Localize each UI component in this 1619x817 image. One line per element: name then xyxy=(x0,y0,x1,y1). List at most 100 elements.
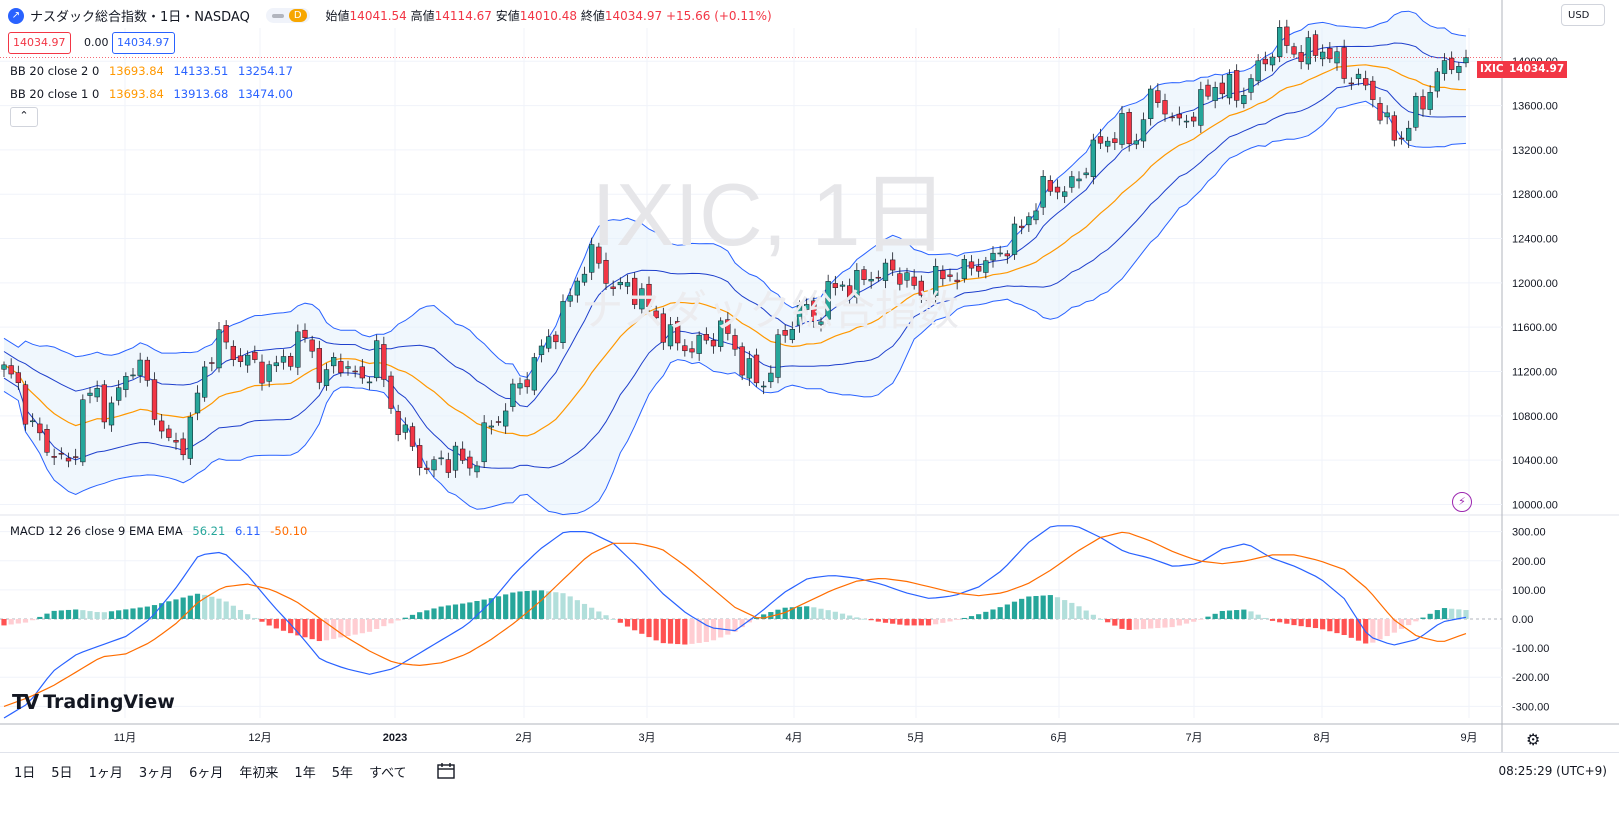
macd-histogram-bar xyxy=(1019,598,1025,619)
open-value: 14041.54 xyxy=(349,9,407,23)
range-button-1[interactable]: 5日 xyxy=(51,765,73,781)
range-button-7[interactable]: 5年 xyxy=(331,765,353,781)
macd-histogram-bar xyxy=(904,619,910,626)
macd-histogram-bar xyxy=(94,612,100,619)
range-button-4[interactable]: 6ヶ月 xyxy=(189,765,224,781)
candle-body xyxy=(538,345,545,355)
candle-body xyxy=(1262,58,1268,65)
high-value: 14114.67 xyxy=(434,9,492,23)
candle-body xyxy=(1205,84,1211,97)
symbol-logo-icon: ↗ xyxy=(8,7,24,24)
candle-body xyxy=(847,285,853,298)
candle-body xyxy=(352,370,358,373)
gear-icon[interactable]: ⚙ xyxy=(1526,730,1541,749)
currency-select[interactable]: USD xyxy=(1561,4,1605,26)
candle-body xyxy=(617,281,623,286)
candle-body xyxy=(768,372,774,383)
range-button-6[interactable]: 1年 xyxy=(294,765,316,781)
macd-histogram-bar xyxy=(216,598,222,619)
candle-body xyxy=(875,276,881,279)
macd-histogram-bar xyxy=(531,590,537,619)
range-button-5[interactable]: 年初来 xyxy=(239,765,279,781)
macd-histogram-bar xyxy=(875,619,881,622)
candle-body xyxy=(517,383,523,389)
symbol-title[interactable]: ナスダック総合指数・1日・NASDAQ xyxy=(30,10,250,25)
candle-body xyxy=(266,364,272,382)
macd-line xyxy=(3,525,1467,719)
price-tick-label: 10800.00 xyxy=(1512,411,1558,423)
macd-histogram-bar xyxy=(173,599,179,619)
macd-histogram-bar xyxy=(1033,596,1039,619)
candle-body xyxy=(1126,112,1132,145)
macd-histogram-bar xyxy=(976,614,982,619)
candle-body xyxy=(1305,37,1311,65)
candle-body xyxy=(309,339,315,352)
macd-histogram-bar xyxy=(1413,619,1419,622)
candle-body xyxy=(1255,60,1261,82)
macd-histogram-bar xyxy=(1219,610,1225,619)
collapse-legend-button[interactable]: ⌃ xyxy=(10,107,38,127)
macd-tick-label: 300.00 xyxy=(1512,527,1546,539)
macd-line-value: 6.11 xyxy=(234,524,261,538)
candle-body xyxy=(1155,90,1161,103)
last-price-tag: 14034.97 xyxy=(1506,61,1568,78)
candle-body xyxy=(1413,96,1419,128)
bb1-label: BB 20 close 1 0 xyxy=(10,87,100,101)
bb2-lower: 13254.17 xyxy=(238,64,293,78)
macd-histogram-bar xyxy=(123,609,129,619)
sell-price-button[interactable]: 14034.97 xyxy=(8,32,71,54)
change-value: +15.66 (+0.11%) xyxy=(665,9,772,23)
macd-histogram-bar xyxy=(1090,614,1096,619)
macd-histogram-bar xyxy=(868,619,874,621)
range-button-0[interactable]: 1日 xyxy=(14,765,36,781)
bb2-legend[interactable]: BB 20 close 2 0 13693.84 14133.51 13254.… xyxy=(10,64,299,78)
candle-body xyxy=(58,452,64,455)
candle-body xyxy=(954,279,960,282)
macd-histogram-bar xyxy=(732,619,738,632)
candle-body xyxy=(316,348,322,383)
candle-body xyxy=(1284,26,1290,46)
bb-basis-line xyxy=(3,64,1467,437)
clock-time[interactable]: 08:25:29 (UTC+9) xyxy=(1498,764,1607,778)
buy-price-button[interactable]: 14034.97 xyxy=(112,32,175,54)
candle-body xyxy=(431,459,437,471)
price-tick-label: 11200.00 xyxy=(1512,366,1557,378)
bb1-legend[interactable]: BB 20 close 1 0 13693.84 13913.68 13474.… xyxy=(10,87,299,101)
candle-body xyxy=(1226,73,1233,99)
macd-histogram-bar xyxy=(1105,619,1111,623)
lightning-icon[interactable]: ⚡ xyxy=(1452,492,1472,512)
macd-histogram-bar xyxy=(703,619,709,642)
tradingview-logo[interactable]: 𝗧𝗩 TradingView xyxy=(12,690,175,714)
macd-histogram-bar xyxy=(1449,608,1455,619)
candle-body xyxy=(130,374,136,377)
candle-body xyxy=(417,445,423,468)
macd-histogram-bar xyxy=(503,594,509,619)
candle-body xyxy=(524,379,530,388)
candle-body xyxy=(1162,100,1168,115)
macd-histogram-bar xyxy=(1234,610,1240,619)
bb2-upper-line xyxy=(3,10,1467,378)
candle-body xyxy=(689,348,695,353)
macd-histogram-bar xyxy=(65,609,72,619)
candle-body xyxy=(345,366,351,369)
macd-legend[interactable]: MACD 12 26 close 9 EMA EMA 56.21 6.11 -5… xyxy=(10,524,313,538)
candle-body xyxy=(1363,78,1369,86)
macd-histogram-bar xyxy=(839,613,846,619)
macd-histogram-bar xyxy=(954,619,960,620)
macd-histogram-bar xyxy=(323,619,330,641)
candle-body xyxy=(968,261,975,269)
macd-histogram-bar xyxy=(546,591,552,619)
macd-histogram-bar xyxy=(331,619,337,639)
macd-histogram-bar xyxy=(194,593,201,619)
range-button-3[interactable]: 3ヶ月 xyxy=(138,765,174,781)
range-button-8[interactable]: すべて xyxy=(368,765,407,781)
price-tick-label: 13200.00 xyxy=(1512,145,1558,157)
macd-histogram-bar xyxy=(560,593,566,619)
calendar-icon[interactable] xyxy=(435,761,457,781)
close-label: 終値 xyxy=(580,9,605,23)
session-toggle[interactable]: D xyxy=(265,8,310,23)
macd-histogram-bar xyxy=(352,619,358,635)
candle-body xyxy=(825,281,831,320)
range-button-2[interactable]: 1ヶ月 xyxy=(88,765,123,781)
